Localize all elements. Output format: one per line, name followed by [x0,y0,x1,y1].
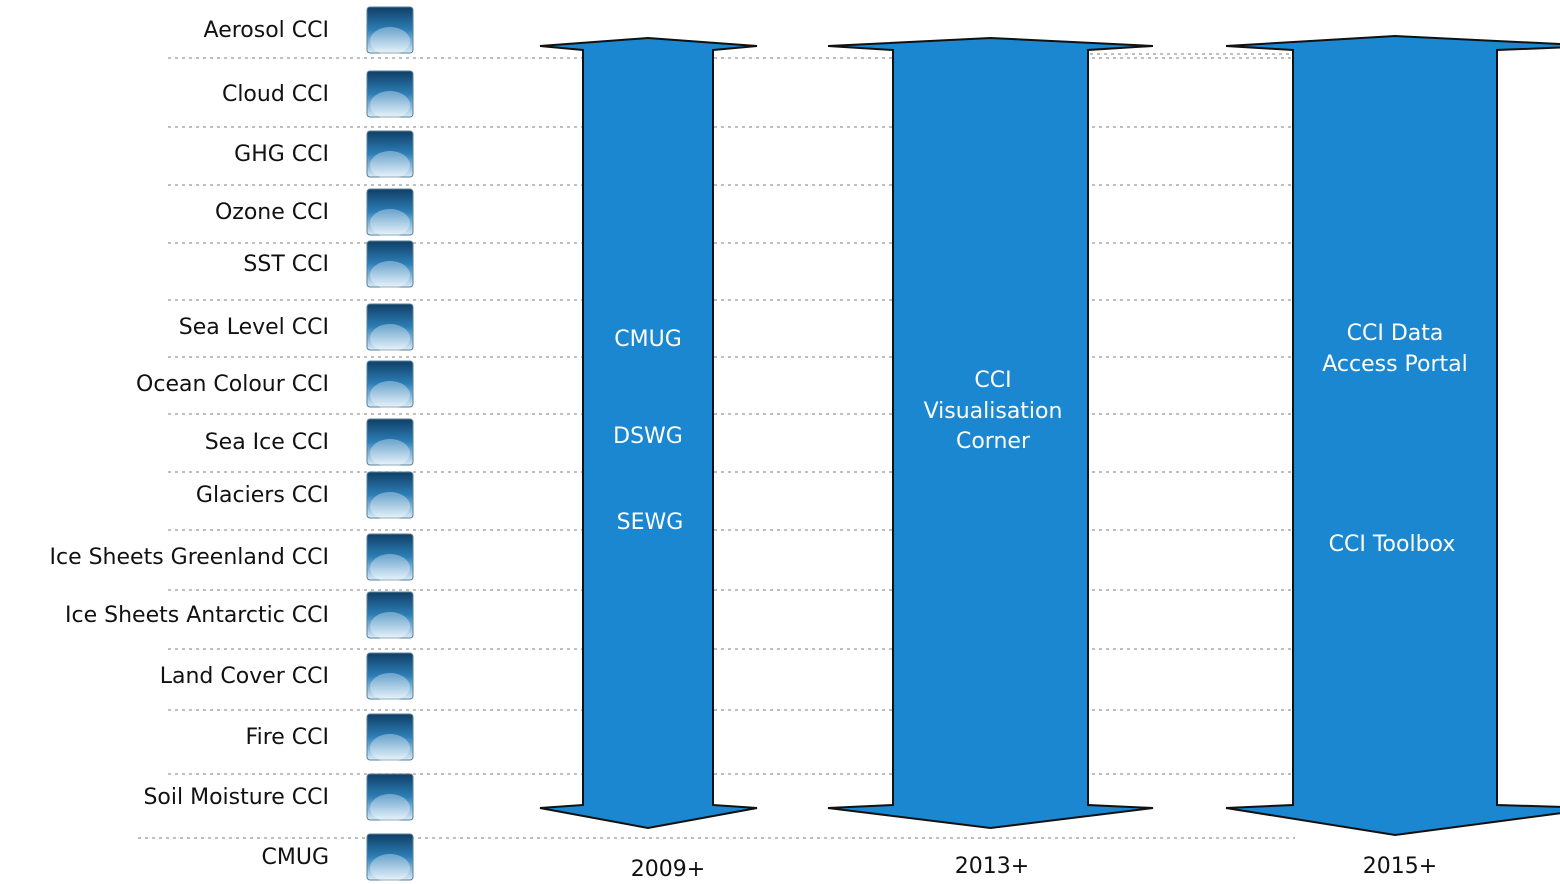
arrow-label: SEWG [617,510,684,535]
project-label: Soil Moisture CCI [143,785,329,810]
arrow-label: Corner [956,429,1031,454]
project-icon-globe [370,734,410,762]
arrow-label: CCI Data [1347,321,1444,346]
double-arrow [539,36,758,830]
project-icon-globe [370,554,410,582]
project-icon-globe [370,673,410,701]
project-label: CMUG [262,845,330,870]
project-label: Sea Ice CCI [205,430,329,455]
project-icon [366,70,414,118]
project-icon-globe [370,794,410,822]
project-label: Ozone CCI [215,200,329,225]
project-label: Cloud CCI [222,82,329,107]
project-label: Ice Sheets Greenland CCI [49,545,329,570]
project-label: SST CCI [243,252,329,277]
project-icon-globe [370,209,410,237]
project-icon [366,471,414,519]
project-icon-globe [370,27,410,55]
project-label: Land Cover CCI [160,664,329,689]
project-label: Ice Sheets Antarctic CCI [65,603,329,628]
project-icon [366,240,414,288]
project-icon [366,303,414,351]
project-icon [366,188,414,236]
project-icon [366,833,414,881]
project-icon-globe [370,324,410,352]
project-icon-globe [370,381,410,409]
project-icon [366,533,414,581]
project-icon-globe [370,151,410,179]
double-arrow [1225,34,1560,837]
year-label: 2015+ [1363,854,1437,879]
arrow-label: CMUG [614,327,682,352]
project-icon [366,130,414,178]
project-icon-globe [370,492,410,520]
arrow-label: CCI Toolbox [1329,532,1456,557]
project-icon-globe [370,261,410,289]
project-icon [366,652,414,700]
double-arrow [827,36,1154,830]
project-label: Aerosol CCI [204,18,329,43]
project-icon [366,360,414,408]
project-label: Glaciers CCI [196,483,329,508]
project-icon [366,713,414,761]
project-icon-globe [370,91,410,119]
project-icon [366,591,414,639]
project-icon-globe [370,854,410,882]
project-icon-globe [370,612,410,640]
project-icon [366,418,414,466]
project-label: Sea Level CCI [179,315,329,340]
project-label: GHG CCI [234,142,329,167]
project-icon-globe [370,439,410,467]
arrow-label: CCI [974,368,1011,393]
project-label: Fire CCI [246,725,329,750]
year-label: 2009+ [631,857,705,882]
year-label: 2013+ [955,854,1029,879]
project-label: Ocean Colour CCI [136,372,329,397]
project-icon [366,6,414,54]
project-icon [366,773,414,821]
arrow-label: Visualisation [924,399,1063,424]
arrow-label: Access Portal [1322,352,1468,377]
arrow-label: DSWG [613,424,683,449]
